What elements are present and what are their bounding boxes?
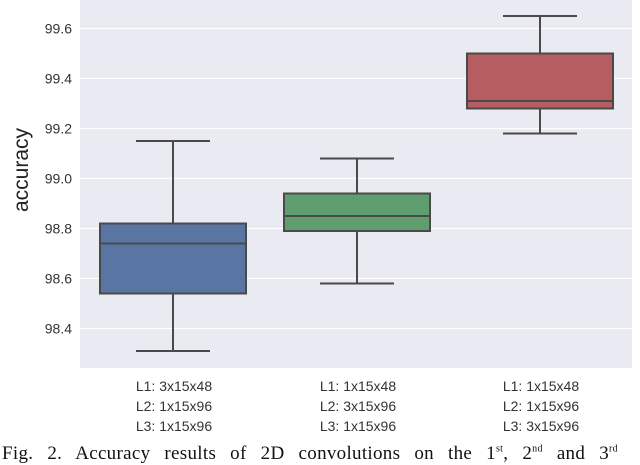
caption-sup: nd: [532, 443, 543, 455]
figure-caption: Fig. 2. Accuracy results of 2D convoluti…: [2, 443, 640, 465]
box-2: [283, 157, 431, 285]
x-tick-line: L1: 3x15x48: [135, 378, 213, 394]
y-tick-label: 99.2: [45, 121, 72, 137]
caption-text: and 3: [542, 443, 609, 464]
caption-text: Fig. 2. Accuracy results of 2D convoluti…: [2, 443, 496, 464]
caption-sup: rd: [609, 443, 618, 455]
caption-text: , 2: [503, 443, 533, 464]
y-tick-label: 98.6: [45, 271, 72, 287]
box-1: [99, 140, 247, 352]
x-tick-line: L2: 1x15x96: [502, 398, 580, 414]
x-tick-line: L1: 1x15x48: [319, 378, 397, 394]
x-tick-label-1: L1: 3x15x48 L2: 1x15x96 L3: 1x15x96: [94, 376, 254, 436]
y-tick-labels: 98.4 98.6 98.8 99.0 99.2 99.4 99.6: [45, 21, 72, 337]
iqr-box: [283, 192, 431, 232]
y-tick-label: 99.0: [45, 171, 72, 187]
caption-sup: st: [495, 443, 504, 455]
x-tick-label-2: L1: 1x15x48 L2: 3x15x96 L3: 1x15x96: [278, 376, 438, 436]
y-axis-label: accuracy: [10, 127, 33, 212]
x-tick-line: L3: 3x15x96: [502, 418, 580, 434]
x-tick-line: L2: 3x15x96: [319, 398, 397, 414]
iqr-box: [99, 222, 247, 295]
box-3: [466, 15, 614, 135]
y-tick-label: 98.4: [45, 321, 72, 337]
y-tick-label: 98.8: [45, 221, 72, 237]
x-tick-line: L3: 1x15x96: [319, 418, 397, 434]
x-tick-line: L1: 1x15x48: [502, 378, 580, 394]
x-tick-line: L3: 1x15x96: [135, 418, 213, 434]
x-tick-line: L2: 1x15x96: [135, 398, 213, 414]
y-tick-label: 99.4: [45, 71, 72, 87]
y-tick-label: 99.6: [45, 21, 72, 37]
boxes: [99, 15, 614, 352]
x-tick-label-3: L1: 1x15x48 L2: 1x15x96 L3: 3x15x96: [461, 376, 621, 436]
iqr-box: [466, 52, 614, 110]
